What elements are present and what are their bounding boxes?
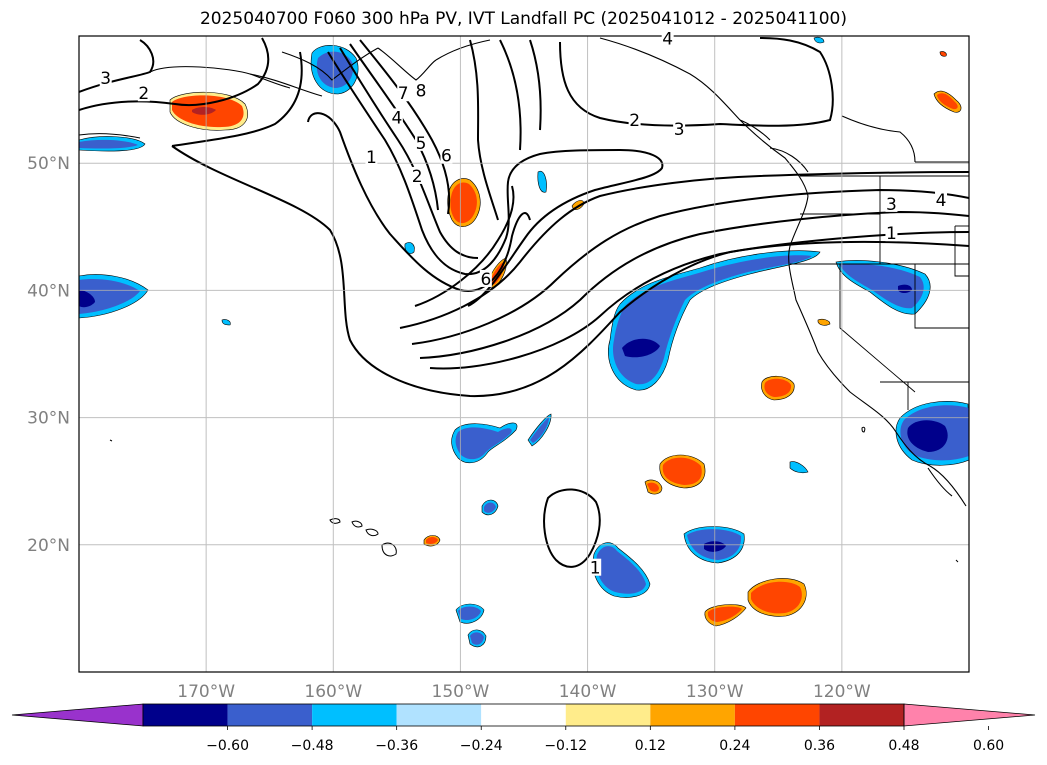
contour-label-bg [390,108,403,126]
colorbar-tick-label: 0.60 [973,738,1004,754]
lon-tick-label: 120°W [813,682,871,702]
colorbar-tick-label: −0.36 [375,738,418,754]
islands [109,426,959,563]
colorbar-segment [819,704,904,726]
colorbar-segment [734,704,820,726]
contour-label-bg [397,84,410,102]
colorbar-tick-label: 0.48 [888,738,919,754]
lat-tick-label: 30°N [27,409,70,429]
contour-label: 1 [366,148,377,168]
contour-label: 2 [138,84,149,104]
ivt-negative-shading [79,36,969,648]
colorbar-tick-label: 0.12 [635,738,666,754]
contour-label: 6 [480,270,491,290]
contour-label-bg [661,29,674,47]
contour-label-bg [365,147,378,165]
colorbar-segment [143,704,228,726]
colorbar-segment [227,704,313,726]
contour-label: 4 [936,191,947,211]
contour-label-bg [885,194,898,212]
colorbar: −0.60 −0.48 −0.36 −0.24 −0.12 0.12 0.24 0.36 0.4… [11,703,1036,754]
colorbar-extend-low [11,703,144,727]
state-borders [790,175,969,410]
colorbar-segment [650,704,735,726]
contour-label: 2 [629,111,640,131]
contour-label-bg [479,269,492,287]
lat-tick-label: 50°N [27,154,70,174]
lat-tick-label: 40°N [27,281,70,301]
coastlines [79,37,969,507]
contour-label: 1 [886,224,897,244]
colorbar-tick-label: −0.48 [291,738,334,754]
contour-label: 7 [398,84,409,104]
contour-label-bg [440,146,453,164]
contour-label: 8 [416,82,427,102]
contour-label-bg [935,191,948,209]
colorbar-tick-label: 0.36 [804,738,835,754]
contour-label-bg [673,119,686,137]
lat-tick-label: 20°N [27,536,70,556]
lon-tick-labels: 170°W 160°W 150°W 140°W 130°W 120°W [177,682,871,702]
lon-tick-label: 140°W [559,682,617,702]
contour-label: 3 [674,120,685,140]
contour-label-bg [411,166,424,184]
map-title: 2025040700 F060 300 hPa PV, IVT Landfall… [199,9,847,29]
lon-tick-label: 160°W [304,682,362,702]
contour-label-bg [415,133,428,151]
lat-tick-labels: 50°N 40°N 30°N 20°N [27,154,70,556]
lon-tick-label: 150°W [432,682,490,702]
contour-label-bg [628,110,641,128]
colorbar-segment [565,704,651,726]
gridlines [79,36,969,672]
colorbar-segment [312,704,397,726]
colorbar-tick-label: −0.12 [544,738,587,754]
lon-tick-label: 170°W [177,682,235,702]
contour-label-bg [885,224,898,242]
contour-label-bg [137,84,150,102]
contour-label-bg [589,558,602,576]
contour-label: 6 [441,147,452,167]
contour-label-bg [99,68,112,86]
contour-label: 1 [590,559,601,579]
contour-label: 3 [886,195,897,215]
colorbar-tick-label: −0.60 [206,738,249,754]
contour-label: 5 [416,134,427,154]
contour-label: 2 [412,167,423,187]
contour-label-bg [415,81,428,99]
colorbar-extend-high [903,703,1036,727]
colorbar-tick-label: −0.24 [460,738,503,754]
colorbar-segment [396,704,482,726]
contour-label: 4 [391,108,402,128]
contour-label: 4 [662,30,673,50]
contour-label: 3 [100,69,111,89]
colorbar-segment [481,704,566,726]
lon-tick-label: 130°W [686,682,744,702]
colorbar-tick-label: 0.24 [719,738,750,754]
map-frame [79,36,969,672]
